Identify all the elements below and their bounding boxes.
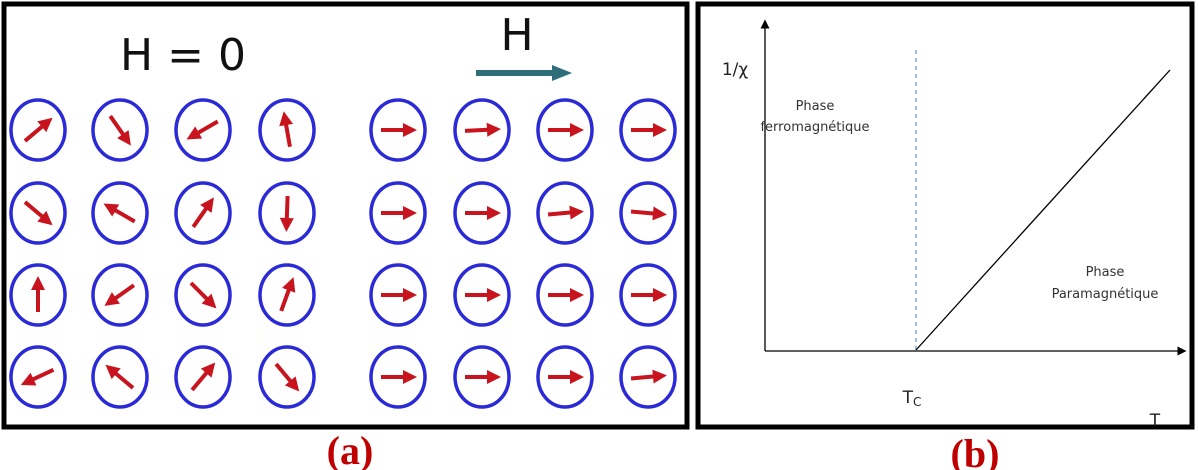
para-label: Paramagnétique — [1052, 287, 1159, 302]
ferro-label: Phase — [796, 99, 835, 114]
y-axis-label: 1/χ — [722, 60, 749, 80]
spin-shaft — [631, 376, 656, 378]
field-label: H — [500, 10, 533, 61]
panel-b-frame — [698, 4, 1192, 427]
spin-shaft — [287, 196, 288, 221]
caption-a: (a) — [327, 428, 374, 470]
spin-shaft — [548, 212, 573, 214]
ferro-label: ferromagnétique — [760, 120, 869, 135]
caption-b: (b) — [951, 431, 1000, 470]
tc-main: T — [902, 388, 914, 408]
tc-sub: C — [913, 395, 921, 409]
spin-shaft — [631, 212, 656, 214]
spin-shaft — [465, 130, 490, 131]
zero-field-label: H = 0 — [120, 30, 246, 81]
x-axis-label: T — [1149, 411, 1161, 431]
figure: H = 0 H (a) 1/χ Phase ferromagnétique Ph… — [0, 0, 1198, 470]
para-label: Phase — [1086, 265, 1125, 280]
panel-a-frame — [4, 4, 687, 427]
